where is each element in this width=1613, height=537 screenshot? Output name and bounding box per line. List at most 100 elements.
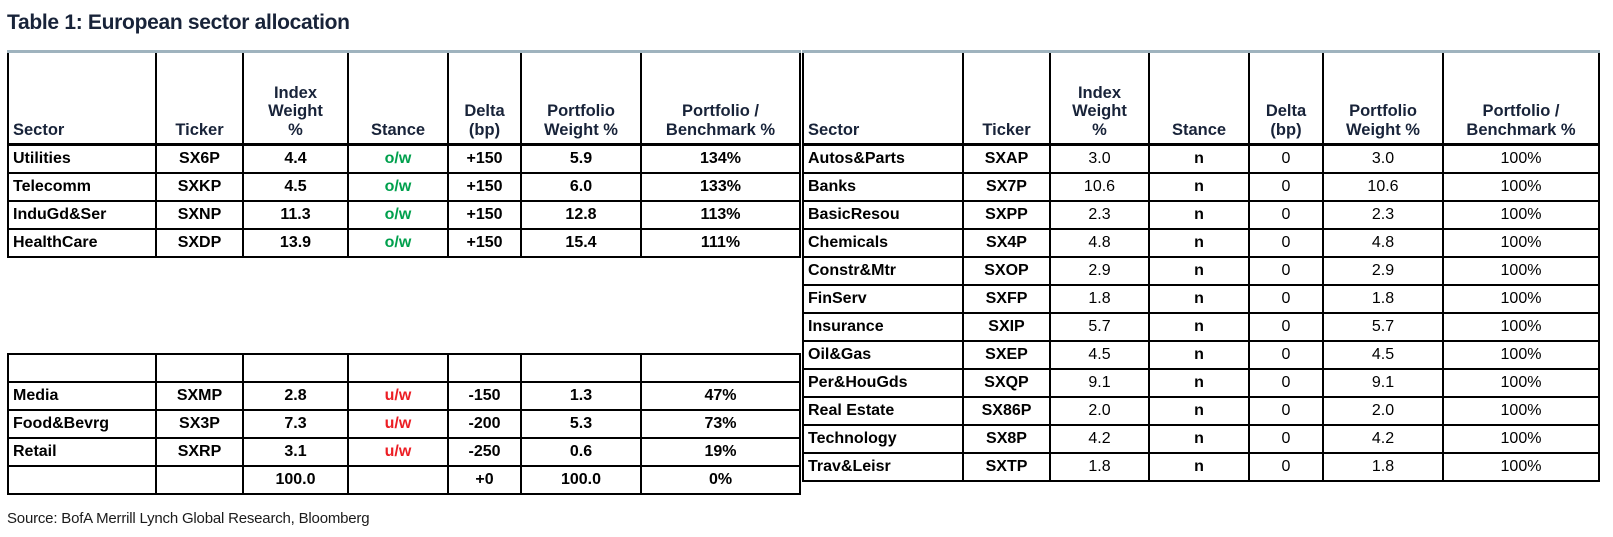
stance-cell: o/w [347, 228, 449, 258]
table-row: 100.0 +0 100.0 0% [7, 465, 801, 495]
table-cell: 0 [1248, 312, 1324, 342]
col-header-index-weight: Index Weight % [242, 50, 349, 146]
table-cell: 9.1 [1322, 368, 1444, 398]
table-cell: SXQP [962, 368, 1051, 398]
table-cell: Autos&Parts [802, 143, 964, 174]
table-cell: 0 [1248, 143, 1324, 174]
table-cell: 4.2 [1049, 424, 1150, 454]
table-cell: 133% [640, 172, 801, 202]
table-cell: 0 [1248, 424, 1324, 454]
table-cell: 2.0 [1049, 396, 1150, 426]
table-cell: 2.8 [242, 381, 349, 411]
table-cell: 2.0 [1322, 396, 1444, 426]
table-cell: Insurance [802, 312, 964, 342]
table-cell [155, 353, 244, 383]
stance-cell: n [1148, 172, 1250, 202]
stance-cell: n [1148, 424, 1250, 454]
stance-cell: u/w [347, 409, 449, 439]
table-cell [7, 353, 157, 383]
table-cell: 5.7 [1049, 312, 1150, 342]
source-note: Source: BofA Merrill Lynch Global Resear… [7, 510, 370, 527]
table-cell: 0% [640, 465, 801, 495]
table-cell: 13.9 [242, 228, 349, 258]
table-cell: SXTP [962, 452, 1051, 482]
table-row: FinServ SXFP 1.8 n 0 1.8 100% [802, 284, 1600, 314]
table-cell: 1.8 [1322, 452, 1444, 482]
table-cell: 134% [640, 143, 801, 174]
table-cell: 12.8 [520, 200, 642, 230]
table-row: Insurance SXIP 5.7 n 0 5.7 100% [802, 312, 1600, 342]
table-cell: 100% [1442, 228, 1600, 258]
table-cell: SXIP [962, 312, 1051, 342]
table-cell: 1.8 [1049, 284, 1150, 314]
table-cell: +150 [447, 200, 522, 230]
table-cell: 100% [1442, 340, 1600, 370]
col-header-sector: Sector [802, 50, 964, 146]
table-cell: Real Estate [802, 396, 964, 426]
table-cell: +150 [447, 143, 522, 174]
stance-cell: n [1148, 200, 1250, 230]
table-cell: 2.9 [1049, 256, 1150, 286]
table-cell: -250 [447, 437, 522, 467]
table-cell: 100% [1442, 312, 1600, 342]
col-header-ticker: Ticker [155, 50, 244, 146]
underweight-rows: Media SXMP 2.8 u/w -150 1.3 47% Food&Bevrg SX3P 7… [7, 353, 801, 495]
table-cell: SX86P [962, 396, 1051, 426]
table-cell: Trav&Leisr [802, 452, 964, 482]
table-cell: 5.3 [520, 409, 642, 439]
stance-cell: n [1148, 340, 1250, 370]
table-row: InduGd&Ser SXNP 11.3 o/w +150 12.8 113% [7, 200, 801, 230]
stance-cell: u/w [347, 381, 449, 411]
allocation-table-left-top: Sector Ticker Index Weight % Stance Delt… [7, 50, 801, 258]
col-header-portfolio-benchmark: Portfolio / Benchmark % [640, 50, 801, 146]
table-cell: 10.6 [1322, 172, 1444, 202]
table-cell: 100% [1442, 452, 1600, 482]
table-row: BasicResou SXPP 2.3 n 0 2.3 100% [802, 200, 1600, 230]
table-cell [640, 353, 801, 383]
table-cell: 0 [1248, 396, 1324, 426]
table-cell: 4.8 [1322, 228, 1444, 258]
table-cell: Media [7, 381, 157, 411]
table-cell: 10.6 [1049, 172, 1150, 202]
stance-cell: n [1148, 284, 1250, 314]
table-cell: SXMP [155, 381, 244, 411]
stance-cell: n [1148, 312, 1250, 342]
table-row: Real Estate SX86P 2.0 n 0 2.0 100% [802, 396, 1600, 426]
table-cell: 100% [1442, 200, 1600, 230]
table-header: Sector Ticker Index Weight % Stance Delt… [7, 50, 801, 146]
allocation-table-right: Sector Ticker Index Weight % Stance Delt… [802, 50, 1600, 482]
table-cell: Per&HouGds [802, 368, 964, 398]
table-row: Retail SXRP 3.1 u/w -250 0.6 19% [7, 437, 801, 467]
table-cell: 4.2 [1322, 424, 1444, 454]
table-cell: SXKP [155, 172, 244, 202]
table-row: Per&HouGds SXQP 9.1 n 0 9.1 100% [802, 368, 1600, 398]
table-cell: 1.8 [1049, 452, 1150, 482]
table-cell: 3.0 [1049, 143, 1150, 174]
table-cell: 1.3 [520, 381, 642, 411]
table-cell: 2.3 [1322, 200, 1444, 230]
table-row: Telecomm SXKP 4.5 o/w +150 6.0 133% [7, 172, 801, 202]
table-row: Autos&Parts SXAP 3.0 n 0 3.0 100% [802, 143, 1600, 174]
table-cell: 15.4 [520, 228, 642, 258]
overweight-rows: Utilities SX6P 4.4 o/w +150 5.9 134% Telecomm SX… [7, 143, 801, 258]
stance-cell: u/w [347, 437, 449, 467]
table-cell: 3.1 [242, 437, 349, 467]
table-cell: 100% [1442, 396, 1600, 426]
table-cell: Food&Bevrg [7, 409, 157, 439]
stance-cell: o/w [347, 143, 449, 174]
table-cell: SXAP [962, 143, 1051, 174]
table-cell: Oil&Gas [802, 340, 964, 370]
table-cell: 5.7 [1322, 312, 1444, 342]
col-header-stance: Stance [1148, 50, 1250, 146]
col-header-ticker: Ticker [962, 50, 1051, 146]
table-cell: 100% [1442, 143, 1600, 174]
table-row: Utilities SX6P 4.4 o/w +150 5.9 134% [7, 143, 801, 174]
table-cell: 0 [1248, 452, 1324, 482]
table-cell: SX3P [155, 409, 244, 439]
table-cell: 0 [1248, 172, 1324, 202]
table-cell: 100.0 [520, 465, 642, 495]
table-cell [447, 353, 522, 383]
table-cell: SX4P [962, 228, 1051, 258]
table-cell: 100% [1442, 368, 1600, 398]
